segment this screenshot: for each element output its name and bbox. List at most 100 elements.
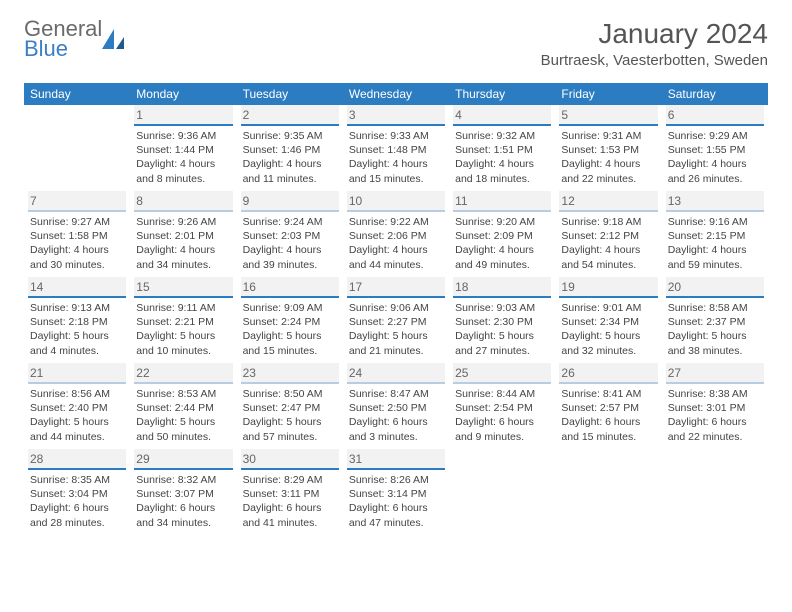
daylight-text: Daylight: 6 hours and 41 minutes. <box>243 501 337 529</box>
sunrise-text: Sunrise: 9:22 AM <box>349 215 443 229</box>
logo-sail-icon <box>100 27 126 53</box>
sunrise-text: Sunrise: 8:47 AM <box>349 387 443 401</box>
week-row: 1 Sunrise: 9:36 AMSunset: 1:44 PMDaylight… <box>24 105 768 191</box>
day-info: Sunrise: 9:32 AMSunset: 1:51 PMDaylight:… <box>453 129 551 186</box>
day-info: Sunrise: 9:06 AMSunset: 2:27 PMDaylight:… <box>347 301 445 358</box>
day-info: Sunrise: 9:20 AMSunset: 2:09 PMDaylight:… <box>453 215 551 272</box>
sunrise-text: Sunrise: 9:20 AM <box>455 215 549 229</box>
day-number: 14 <box>28 277 126 298</box>
sunset-text: Sunset: 2:21 PM <box>136 315 230 329</box>
day-cell: 28Sunrise: 8:35 AMSunset: 3:04 PMDayligh… <box>24 449 130 535</box>
sunrise-text: Sunrise: 9:18 AM <box>561 215 655 229</box>
day-number: 15 <box>134 277 232 298</box>
sunset-text: Sunset: 2:54 PM <box>455 401 549 415</box>
sunrise-text: Sunrise: 8:32 AM <box>136 473 230 487</box>
header: General Blue January 2024 Burtraesk, Vae… <box>0 0 792 75</box>
day-info: Sunrise: 8:38 AMSunset: 3:01 PMDaylight:… <box>666 387 764 444</box>
sunrise-text: Sunrise: 9:32 AM <box>455 129 549 143</box>
day-cell: 12Sunrise: 9:18 AMSunset: 2:12 PMDayligh… <box>555 191 661 277</box>
daylight-text: Daylight: 4 hours and 18 minutes. <box>455 157 549 185</box>
location: Burtraesk, Vaesterbotten, Sweden <box>541 52 768 69</box>
day-number: 2 <box>241 105 339 126</box>
day-info: Sunrise: 9:36 AMSunset: 1:44 PMDaylight:… <box>134 129 232 186</box>
sunrise-text: Sunrise: 8:29 AM <box>243 473 337 487</box>
sunset-text: Sunset: 2:57 PM <box>561 401 655 415</box>
day-info: Sunrise: 8:58 AMSunset: 2:37 PMDaylight:… <box>666 301 764 358</box>
day-number: 21 <box>28 363 126 384</box>
daylight-text: Daylight: 5 hours and 50 minutes. <box>136 415 230 443</box>
day-cell: 24Sunrise: 8:47 AMSunset: 2:50 PMDayligh… <box>343 363 449 449</box>
weekday-header: Sunday <box>24 83 130 105</box>
day-cell: 29Sunrise: 8:32 AMSunset: 3:07 PMDayligh… <box>130 449 236 535</box>
day-cell: 22 Sunrise: 8:53 AMSunset: 2:44 PMDayligh… <box>130 363 236 449</box>
sunset-text: Sunset: 3:01 PM <box>668 401 762 415</box>
sunset-text: Sunset: 2:30 PM <box>455 315 549 329</box>
day-info: Sunrise: 8:53 AMSunset: 2:44 PMDaylight:… <box>134 387 232 444</box>
sunrise-text: Sunrise: 9:26 AM <box>136 215 230 229</box>
day-number: 24 <box>347 363 445 384</box>
sunrise-text: Sunrise: 9:27 AM <box>30 215 124 229</box>
daylight-text: Daylight: 5 hours and 4 minutes. <box>30 329 124 357</box>
daylight-text: Daylight: 6 hours and 3 minutes. <box>349 415 443 443</box>
logo-line2: Blue <box>24 38 102 60</box>
day-info: Sunrise: 9:31 AMSunset: 1:53 PMDaylight:… <box>559 129 657 186</box>
day-number: 8 <box>134 191 232 212</box>
day-info: Sunrise: 9:13 AMSunset: 2:18 PMDaylight:… <box>28 301 126 358</box>
daylight-text: Daylight: 5 hours and 10 minutes. <box>136 329 230 357</box>
day-info: Sunrise: 9:24 AMSunset: 2:03 PMDaylight:… <box>241 215 339 272</box>
sunset-text: Sunset: 2:27 PM <box>349 315 443 329</box>
day-cell: 14 Sunrise: 9:13 AMSunset: 2:18 PMDayligh… <box>24 277 130 363</box>
daylight-text: Daylight: 4 hours and 15 minutes. <box>349 157 443 185</box>
day-number: 20 <box>666 277 764 298</box>
daylight-text: Daylight: 5 hours and 32 minutes. <box>561 329 655 357</box>
day-info: Sunrise: 9:26 AMSunset: 2:01 PMDaylight:… <box>134 215 232 272</box>
logo: General Blue <box>24 18 126 60</box>
daylight-text: Daylight: 4 hours and 39 minutes. <box>243 243 337 271</box>
daylight-text: Daylight: 4 hours and 30 minutes. <box>30 243 124 271</box>
day-cell: 15 Sunrise: 9:11 AMSunset: 2:21 PMDayligh… <box>130 277 236 363</box>
weekday-header: Wednesday <box>343 83 449 105</box>
title-block: January 2024 Burtraesk, Vaesterbotten, S… <box>541 18 768 69</box>
day-info: Sunrise: 9:01 AMSunset: 2:34 PMDaylight:… <box>559 301 657 358</box>
sunset-text: Sunset: 2:40 PM <box>30 401 124 415</box>
weekday-header: Saturday <box>662 83 768 105</box>
day-cell: 13Sunrise: 9:16 AMSunset: 2:15 PMDayligh… <box>662 191 768 277</box>
day-number: 25 <box>453 363 551 384</box>
sunrise-text: Sunrise: 9:03 AM <box>455 301 549 315</box>
daylight-text: Daylight: 4 hours and 44 minutes. <box>349 243 443 271</box>
day-cell: 23Sunrise: 8:50 AMSunset: 2:47 PMDayligh… <box>237 363 343 449</box>
sunrise-text: Sunrise: 9:09 AM <box>243 301 337 315</box>
daylight-text: Daylight: 6 hours and 34 minutes. <box>136 501 230 529</box>
day-number: 22 <box>134 363 232 384</box>
day-cell <box>662 449 768 535</box>
day-number: 29 <box>134 449 232 470</box>
sunset-text: Sunset: 1:46 PM <box>243 143 337 157</box>
daylight-text: Daylight: 4 hours and 54 minutes. <box>561 243 655 271</box>
day-info: Sunrise: 8:56 AMSunset: 2:40 PMDaylight:… <box>28 387 126 444</box>
day-number: 17 <box>347 277 445 298</box>
day-info: Sunrise: 8:35 AMSunset: 3:04 PMDaylight:… <box>28 473 126 530</box>
daylight-text: Daylight: 5 hours and 21 minutes. <box>349 329 443 357</box>
sunrise-text: Sunrise: 8:58 AM <box>668 301 762 315</box>
daylight-text: Daylight: 4 hours and 34 minutes. <box>136 243 230 271</box>
sunrise-text: Sunrise: 9:16 AM <box>668 215 762 229</box>
sunrise-text: Sunrise: 9:13 AM <box>30 301 124 315</box>
daylight-text: Daylight: 4 hours and 22 minutes. <box>561 157 655 185</box>
day-cell: 27 Sunrise: 8:38 AMSunset: 3:01 PMDayligh… <box>662 363 768 449</box>
sunrise-text: Sunrise: 8:38 AM <box>668 387 762 401</box>
day-number: 27 <box>666 363 764 384</box>
day-info: Sunrise: 9:11 AMSunset: 2:21 PMDaylight:… <box>134 301 232 358</box>
day-number: 31 <box>347 449 445 470</box>
weekday-row: SundayMondayTuesdayWednesdayThursdayFrid… <box>24 83 768 105</box>
day-number: 26 <box>559 363 657 384</box>
day-number: 16 <box>241 277 339 298</box>
day-cell: 30Sunrise: 8:29 AMSunset: 3:11 PMDayligh… <box>237 449 343 535</box>
day-info: Sunrise: 9:29 AMSunset: 1:55 PMDaylight:… <box>666 129 764 186</box>
day-number: 11 <box>453 191 551 212</box>
day-number: 10 <box>347 191 445 212</box>
week-row: 14 Sunrise: 9:13 AMSunset: 2:18 PMDayligh… <box>24 277 768 363</box>
sunrise-text: Sunrise: 9:11 AM <box>136 301 230 315</box>
day-number: 1 <box>134 105 232 126</box>
logo-text: General Blue <box>24 18 102 60</box>
daylight-text: Daylight: 4 hours and 26 minutes. <box>668 157 762 185</box>
